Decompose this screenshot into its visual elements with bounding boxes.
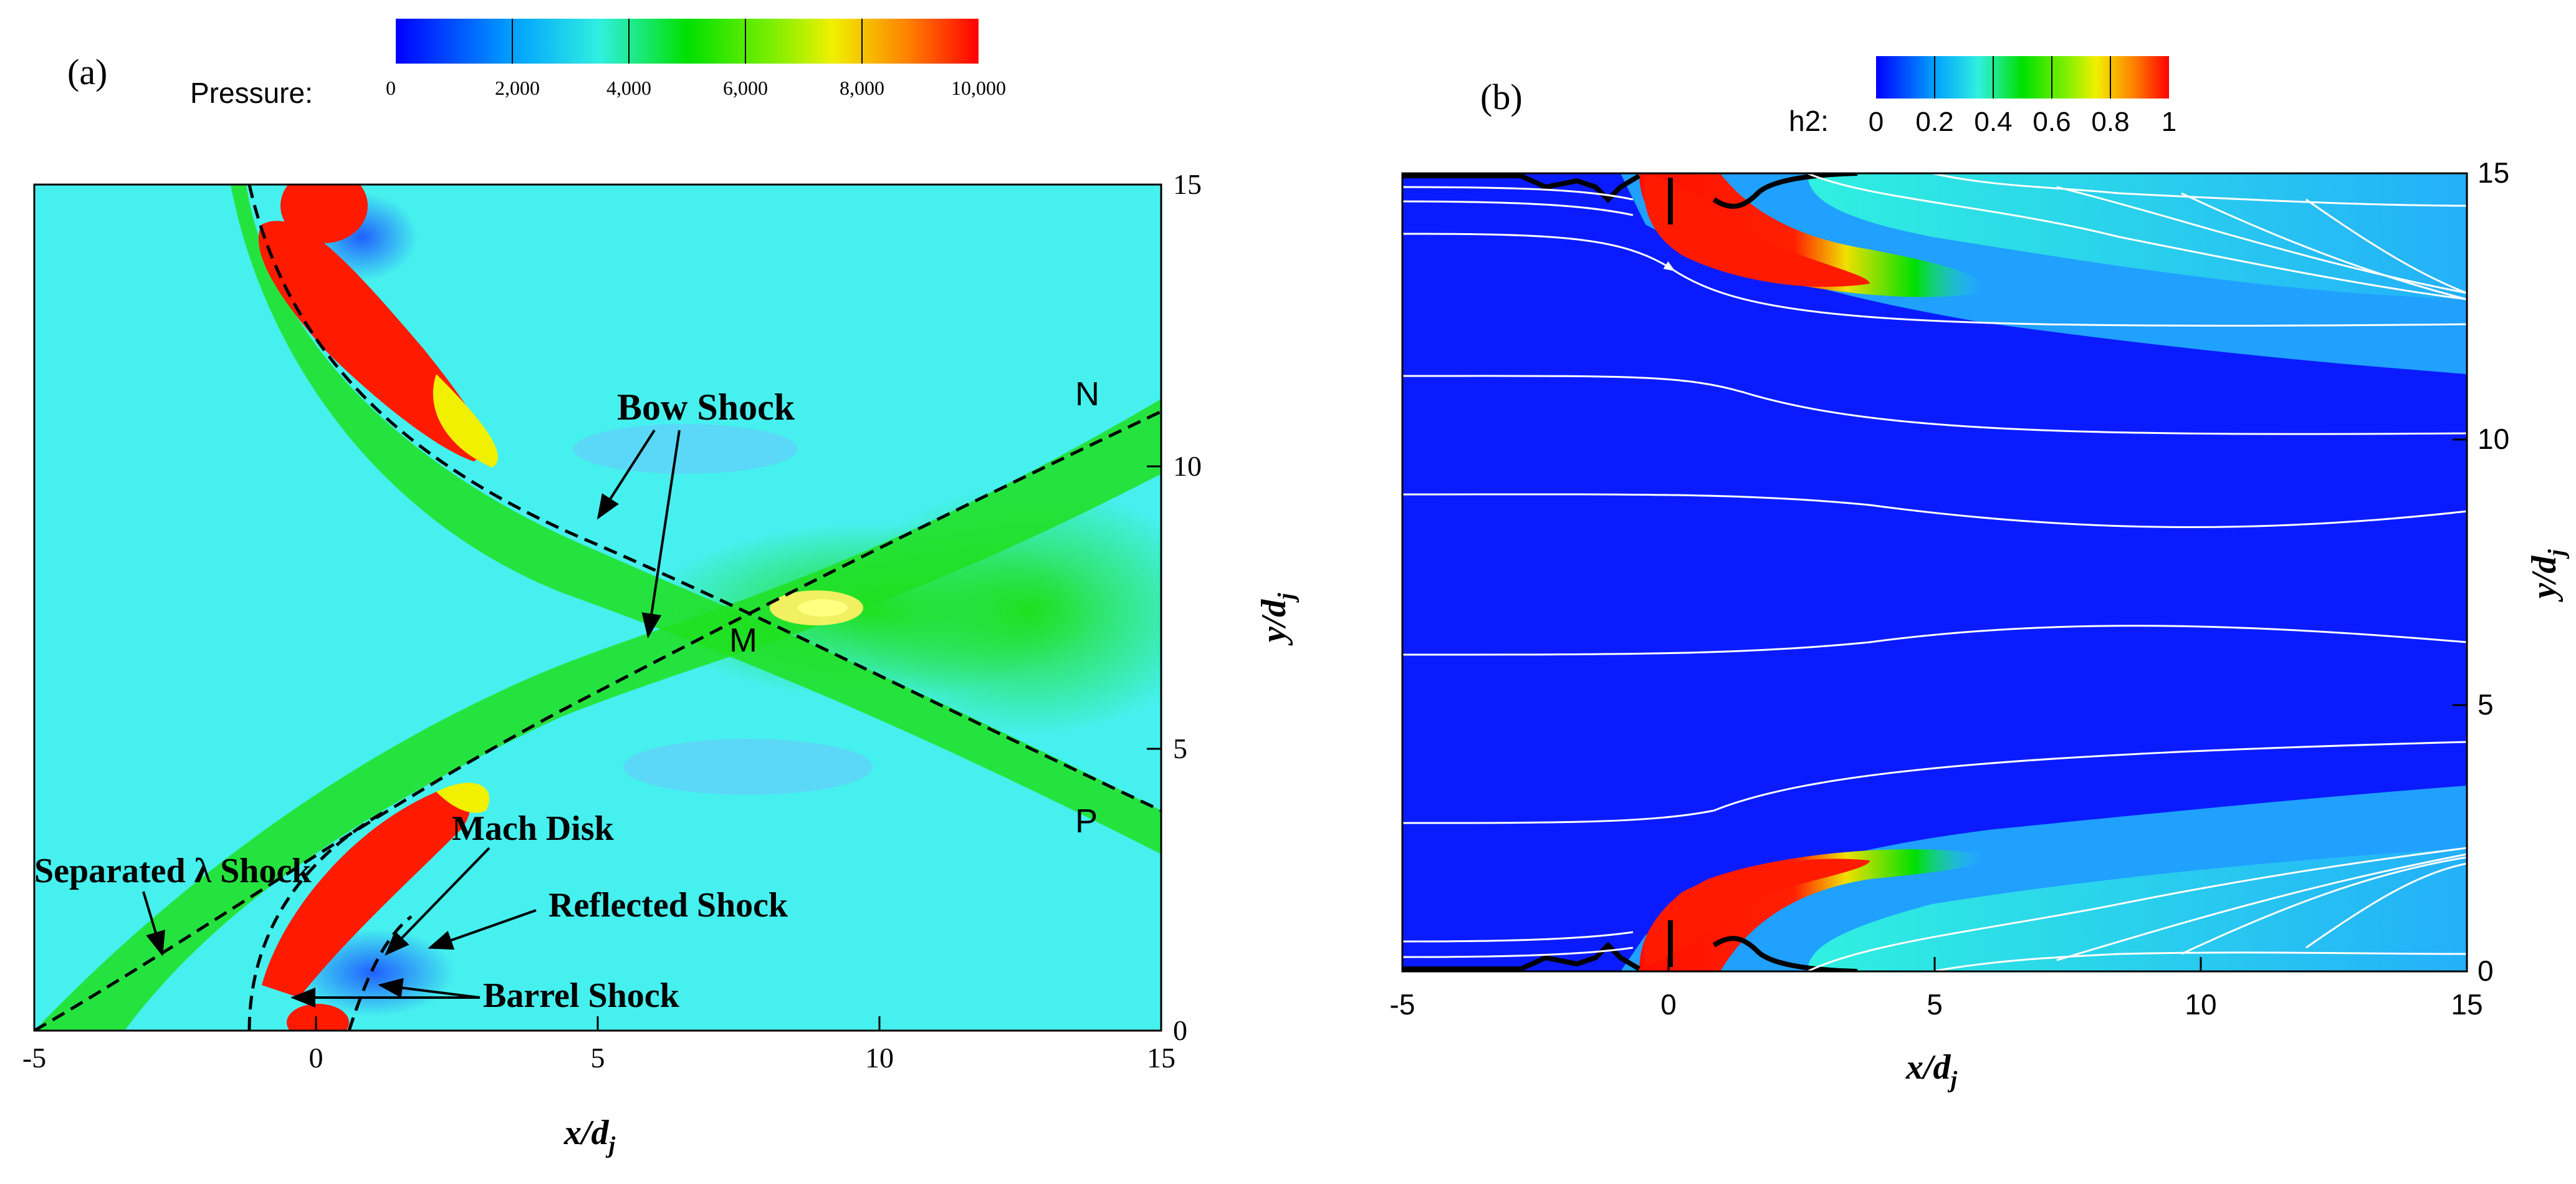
panel-a-x-axis: -5 0 5 10 15 x/dj <box>22 1016 1175 1158</box>
colorbar-a-tick: 8,000 <box>840 77 884 99</box>
y-tick-a: 15 <box>1173 168 1202 200</box>
point-p-label: P <box>1075 802 1098 840</box>
x-tick-b: 15 <box>2451 988 2483 1021</box>
streamline <box>2181 856 2467 955</box>
arrow-bow-shock-2 <box>641 430 681 638</box>
panel-b-h2-field <box>1402 173 2467 971</box>
annotation-bow-shock: Bow Shock <box>617 387 795 428</box>
streamline <box>1402 200 1634 216</box>
mach-disk-line <box>347 915 413 1031</box>
y-tick-a: 10 <box>1173 450 1202 482</box>
panel-a-y-axis: 0 5 10 15 y/dj <box>1147 168 1300 1046</box>
arrow-separated-shock <box>142 891 165 956</box>
x-axis-label-b: x/dj <box>1905 1048 1958 1093</box>
panel-a-annotations: Bow Shock Mach Disk Reflected Shock Barr… <box>34 375 1099 1015</box>
streamline <box>2305 198 2467 294</box>
x-tick-b: 10 <box>2185 988 2216 1021</box>
y-tick-b: 15 <box>2478 156 2509 189</box>
annotation-mach-disk: Mach Disk <box>452 809 615 848</box>
colorbar-b-tick: 1 <box>2162 107 2176 137</box>
arrow-barrel-shock-2 <box>378 978 481 999</box>
panel-b-colorbar: h2: 0 0.2 0.4 0.6 0.8 1 <box>1789 56 2176 137</box>
streamline <box>1402 493 2467 528</box>
colorbar-a-tick: 2,000 <box>495 77 540 99</box>
panel-b-y-axis: 0 5 10 15 y/dj <box>2453 156 2570 987</box>
panel-a-label: (a) <box>67 52 107 92</box>
arrow-bow-shock-1 <box>596 429 656 520</box>
y-tick-b: 10 <box>2478 423 2509 455</box>
y-tick-a: 0 <box>1173 1014 1187 1046</box>
colorbar-b-ramp <box>1876 56 2169 99</box>
panel-a: (a) Pressure: 0 2,000 4,000 6,000 8,000 … <box>22 19 1300 1158</box>
streamline <box>1402 931 1634 943</box>
separated-shock-line <box>34 410 1161 1031</box>
y-tick-b: 5 <box>2478 688 2494 721</box>
streamline <box>1402 625 2467 656</box>
panel-b-label: (b) <box>1480 77 1523 117</box>
streamline <box>2181 192 2467 301</box>
x-tick-b: 0 <box>1660 988 1677 1021</box>
streamline <box>1402 233 2467 327</box>
point-n-label: N <box>1075 375 1099 413</box>
streamline <box>2056 853 2467 961</box>
colorbar-a-tick: 10,000 <box>951 77 1006 99</box>
panel-b-x-axis: -5 0 5 10 15 x/dj <box>1390 957 2483 1093</box>
streamline <box>1807 847 2467 971</box>
streamline <box>1402 741 2467 824</box>
x-tick-b: 5 <box>1927 988 1943 1021</box>
colorbar-b-tick: 0.6 <box>2033 107 2071 137</box>
streamlines <box>1402 173 2467 971</box>
streamline <box>1402 375 2467 435</box>
colorbar-b-tick: 0.8 <box>2091 107 2129 137</box>
x-axis-label-a: x/dj <box>563 1114 616 1158</box>
panel-a-arrows <box>142 429 681 1008</box>
colorbar-b-title: h2: <box>1789 105 1829 137</box>
arrow-mach-disk <box>385 847 491 956</box>
annotation-separated-shock: Separated λ Shock <box>34 852 312 890</box>
colorbar-a-tick: 4,000 <box>606 77 651 99</box>
x-tick-a: 10 <box>865 1042 894 1074</box>
streamline <box>1807 173 2467 301</box>
bow-shock-line <box>247 185 1161 812</box>
streamline <box>2305 862 2467 949</box>
y-axis-label-a: y/dj <box>1255 593 1300 646</box>
streamline <box>1402 946 1634 958</box>
colorbar-a-ramp <box>396 19 979 64</box>
annotation-barrel-shock: Barrel Shock <box>483 976 680 1015</box>
streamline <box>1932 173 2467 207</box>
y-tick-b: 0 <box>2478 955 2494 987</box>
streamline <box>1932 951 2467 971</box>
x-tick-a: 5 <box>591 1042 605 1074</box>
panel-a-pressure-field <box>34 185 1161 1031</box>
streamline <box>1402 186 1634 201</box>
y-tick-a: 5 <box>1173 733 1187 764</box>
colorbar-b-tick: 0.4 <box>1974 107 2012 137</box>
x-tick-a: 0 <box>309 1042 323 1074</box>
panel-b: (b) h2: 0 0.2 0.4 0.6 0.8 1 <box>1390 56 2570 1093</box>
panel-a-colorbar: Pressure: 0 2,000 4,000 6,000 8,000 10,0… <box>190 19 1006 109</box>
x-tick-b: -5 <box>1390 988 1415 1021</box>
annotation-reflected-shock: Reflected Shock <box>548 886 788 925</box>
colorbar-a-title: Pressure: <box>190 77 313 109</box>
colorbar-a-tick: 6,000 <box>723 77 768 99</box>
x-tick-a: 15 <box>1147 1042 1175 1074</box>
jet-boundary-lines <box>1402 173 1858 971</box>
colorbar-b-tick: 0.2 <box>1915 107 1953 137</box>
arrow-reflected-shock <box>428 909 537 950</box>
streamline <box>2056 186 2467 294</box>
y-axis-label-b: y/dj <box>2525 549 2570 602</box>
x-tick-a: -5 <box>22 1042 46 1074</box>
point-m-label: M <box>729 622 757 659</box>
colorbar-a-tick: 0 <box>386 77 396 99</box>
colorbar-b-tick: 0 <box>1869 107 1884 137</box>
barrel-shock-line <box>247 809 388 1031</box>
